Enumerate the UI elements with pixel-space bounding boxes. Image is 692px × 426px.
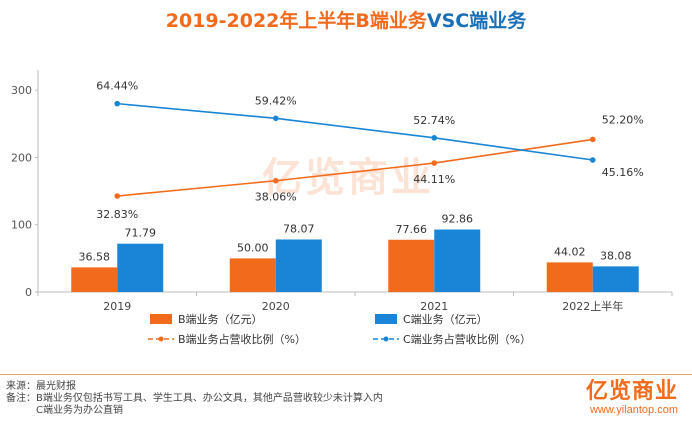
footer-separator	[0, 374, 692, 375]
chart-title-part1: 2019-2022年上半年B端业务	[165, 10, 427, 32]
line-value-label: 32.83%	[96, 208, 138, 221]
line-value-label: 38.06%	[255, 191, 297, 204]
line-value-label: 59.42%	[255, 94, 297, 107]
line-point	[431, 160, 438, 166]
bar-value-label: 50.00	[237, 241, 269, 254]
legend-label: C端业务占营收比例（%）	[403, 332, 531, 346]
footer: 来源：晨光财报 备注：B端业务仅包括书写工具、学生工具、办公文具，其他产品营收较…	[6, 381, 383, 417]
bar	[275, 239, 322, 292]
line-point	[589, 157, 596, 163]
bar	[229, 258, 276, 292]
bar-value-label: 71.79	[125, 227, 157, 240]
chart-title: 2019-2022年上半年B端业务VSC端业务	[0, 6, 692, 33]
bar	[434, 229, 481, 292]
watermark: 亿览商业	[262, 155, 434, 201]
brand: 亿览商业 www.yilantop.com	[585, 379, 678, 417]
y-tick-label: 200	[11, 151, 32, 164]
bar-value-label: 77.66	[396, 223, 428, 236]
series-line	[117, 138, 593, 197]
line-point	[114, 100, 121, 107]
bar-value-label: 78.07	[283, 222, 315, 235]
line-value-label: 64.44%	[96, 80, 138, 93]
y-tick-label: 0	[25, 286, 32, 299]
footer-note-1: 备注：B端业务仅包括书写工具、学生工具、办公文具，其他产品营收较少未计算入内	[6, 393, 383, 404]
legend-swatch-dot	[383, 336, 389, 342]
line-value-label: 44.11%	[413, 173, 455, 186]
bar	[117, 243, 164, 292]
bar-value-label: 38.08	[600, 249, 632, 262]
bar-value-label: 92.86	[442, 213, 474, 226]
line-value-label: 52.20%	[602, 113, 644, 126]
footer-source: 来源：晨光财报	[6, 381, 76, 392]
line-point	[272, 115, 279, 122]
line-value-label: 52.74%	[413, 114, 455, 127]
legend-swatch-dot	[158, 336, 164, 342]
legend-label: B端业务占营收比例（%）	[178, 332, 306, 346]
footer-note-2: C端业务为办公直销	[36, 405, 123, 416]
y-tick-label: 300	[11, 84, 32, 97]
bar	[546, 262, 593, 292]
x-tick-label: 2022上半年	[562, 299, 623, 313]
x-tick-label: 2021	[420, 300, 448, 313]
line-point	[431, 135, 438, 141]
legend-label: C端业务（亿元）	[403, 313, 488, 326]
legend-swatch	[375, 314, 397, 324]
bar-value-label: 44.02	[554, 245, 586, 258]
brand-logo: 亿览商业	[585, 379, 678, 404]
line-point	[272, 177, 279, 184]
x-tick-label: 2019	[103, 300, 131, 313]
line-point	[589, 136, 596, 143]
series-line	[117, 102, 593, 161]
legend-label: B端业务（亿元）	[178, 313, 263, 326]
chart-title-part2: VSC端业务	[426, 10, 527, 32]
legend-swatch	[150, 314, 172, 324]
bar	[388, 239, 435, 292]
line-point	[114, 193, 121, 199]
bar	[592, 266, 639, 292]
y-tick-label: 100	[11, 219, 32, 232]
line-value-label: 45.16%	[602, 166, 644, 179]
bar	[71, 267, 118, 292]
brand-url: www.yilantop.com	[589, 404, 678, 416]
x-tick-label: 2020	[262, 300, 290, 313]
bar-value-label: 36.58	[79, 250, 111, 263]
chart-canvas: 0 100 200 300 2019 2020 2021 2022上半年 36.58 50.00 7…	[11, 70, 673, 346]
